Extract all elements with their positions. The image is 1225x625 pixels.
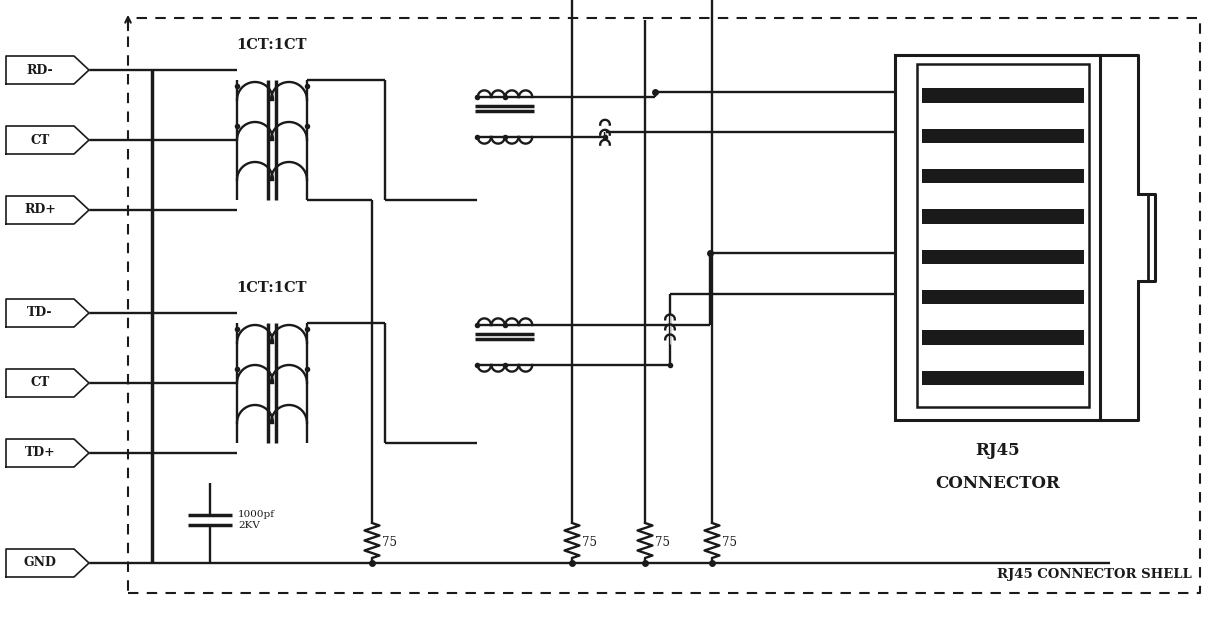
Text: 75: 75 [655,536,670,549]
Text: 1CT:1CT: 1CT:1CT [236,38,307,52]
Text: RJ45 CONNECTOR SHELL: RJ45 CONNECTOR SHELL [997,568,1192,581]
Bar [922,371,1084,385]
Polygon shape [6,196,89,224]
Bar [922,169,1084,183]
Text: CONNECTOR: CONNECTOR [935,475,1060,492]
Text: GND: GND [23,556,56,569]
Polygon shape [6,126,89,154]
Polygon shape [6,56,89,84]
Bar [922,249,1084,264]
Text: TD-: TD- [27,306,53,319]
Bar [918,64,1089,407]
Polygon shape [6,549,89,577]
Bar [922,129,1084,143]
Bar [895,55,1100,420]
Polygon shape [6,369,89,397]
Text: TD+: TD+ [24,446,55,459]
Bar [922,290,1084,304]
Text: RD-: RD- [27,64,54,76]
Text: 1000pf
2KV: 1000pf 2KV [238,510,274,530]
Text: RD+: RD+ [24,204,56,216]
Polygon shape [6,439,89,467]
Bar [922,209,1084,224]
Text: RJ45: RJ45 [975,442,1019,459]
Bar [922,331,1084,345]
Bar [922,88,1084,102]
Text: CT: CT [31,134,50,146]
Text: 75: 75 [582,536,597,549]
Text: 1CT:1CT: 1CT:1CT [236,281,307,295]
Text: 75: 75 [722,536,737,549]
Polygon shape [6,299,89,327]
Text: 75: 75 [382,536,397,549]
Text: CT: CT [31,376,50,389]
